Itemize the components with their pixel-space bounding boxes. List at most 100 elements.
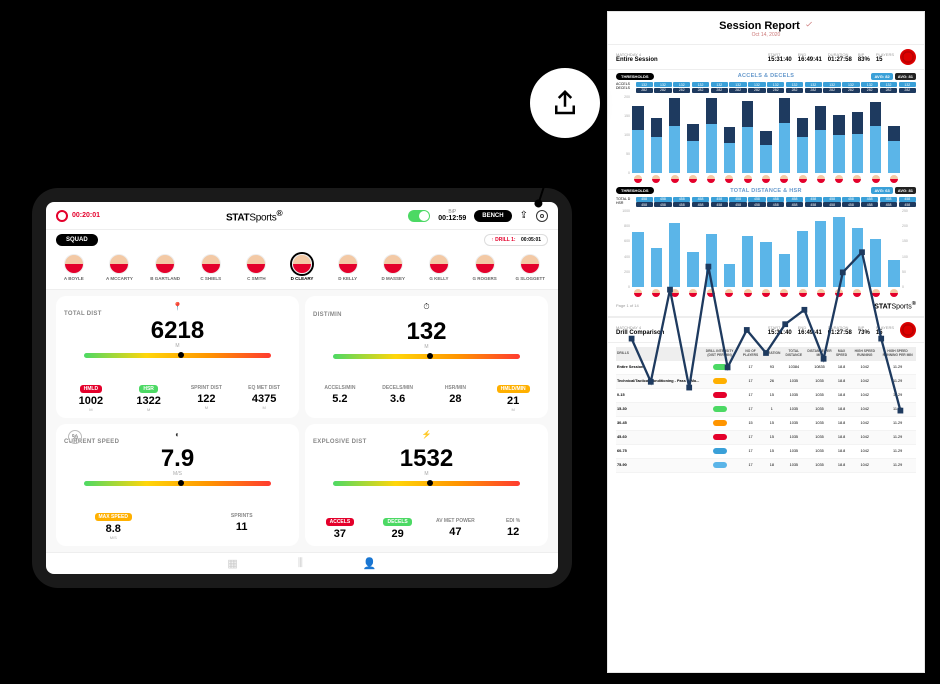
player-tile[interactable]: B GARTLAND (147, 254, 183, 281)
stat-cell: HMLD/MIN21M (486, 385, 540, 412)
bar (703, 95, 719, 183)
thresholds-pill[interactable]: THRESHOLDS (616, 73, 654, 80)
card-current-speed[interactable]: % ◐ CURRENT SPEED 7.9 M/S MAX SPEED8.8M/… (56, 424, 299, 546)
bar (831, 95, 847, 183)
player-tile[interactable]: C SMITH (239, 254, 275, 281)
bar (886, 95, 902, 183)
player-name: G ROGERS (467, 276, 503, 281)
table-row[interactable]: 60-7517151035103518.8104211.29 (616, 444, 916, 458)
tab-player-icon[interactable]: 👤 (363, 557, 377, 570)
tab-chart-icon[interactable]: ⫼ (298, 557, 303, 570)
player-avatar (383, 254, 403, 274)
bench-button[interactable]: BENCH (474, 210, 511, 222)
gauge (84, 481, 271, 486)
tab-squad-icon[interactable]: ▦ (227, 557, 237, 570)
player-avatar (429, 254, 449, 274)
tab-bar: ▦ ⫼ 👤 (46, 552, 558, 574)
player-strip: A BOYLE A MCCARTY B GARTLAND C SHIELS C SMIT… (46, 250, 558, 290)
bar (867, 209, 883, 297)
bar (867, 95, 883, 183)
bar (758, 209, 774, 297)
player-tile[interactable]: G KELLY (421, 254, 457, 281)
bar (685, 209, 701, 297)
player-avatar (155, 254, 175, 274)
player-avatar (292, 254, 312, 274)
stat-cell: EQ MET DIST4375M (237, 385, 291, 412)
table-row[interactable]: 45-6017151035103518.8104211.29 (616, 430, 916, 444)
card-total-dist[interactable]: 📍 TOTAL DIST 6218 M HMLD1002MHSR1322MSPR… (56, 296, 299, 418)
card-unit: M/S (64, 471, 291, 477)
bar (813, 95, 829, 183)
metric-grid: 📍 TOTAL DIST 6218 M HMLD1002MHSR1322MSPR… (46, 290, 558, 552)
gauge (333, 481, 520, 486)
player-avatar (64, 254, 84, 274)
player-name: C SHIELS (193, 276, 229, 281)
bar (667, 95, 683, 183)
card-dist-min[interactable]: ⏱ DIST/MIN 132 M ACCELS/MIN5.2DECELS/MIN… (305, 296, 548, 418)
player-avatar (246, 254, 266, 274)
player-name: G KELLY (421, 276, 457, 281)
drill-indicator[interactable]: ↑ DRILL 1: 00:05:01 (484, 234, 548, 246)
bar (703, 209, 719, 297)
player-avatar (475, 254, 495, 274)
drill-comparison-table: DRILLSDRILL INTENSITY (DIST PER MIN)NO O… (608, 343, 924, 476)
bar (831, 209, 847, 297)
statsports-logo: STATSports® (226, 208, 282, 223)
gauge (84, 353, 271, 358)
card-explosive[interactable]: ⚡ EXPLOSIVE DIST 1532 M ACCELS37DECELS29… (305, 424, 548, 546)
export-icon (550, 88, 580, 118)
player-name: A BOYLE (56, 276, 92, 281)
bar (794, 209, 810, 297)
ipad-device: 00:20:01 STATSports® BiP 00:12:59 BENCH … (32, 188, 572, 588)
stat-cell: EDI %12 (486, 518, 540, 540)
player-tile[interactable]: A MCCARTY (102, 254, 138, 281)
stat-cell: HSR1322M (122, 385, 176, 412)
bar (630, 95, 646, 183)
bar (758, 95, 774, 183)
table-row[interactable]: 30-4515151035103518.8104211.29 (616, 416, 916, 430)
player-tile[interactable]: A BOYLE (56, 254, 92, 281)
table-row[interactable]: 75-9017181035103518.8104211.29 (616, 458, 916, 472)
bar (813, 209, 829, 297)
bar (630, 209, 646, 297)
club-badge (900, 49, 916, 65)
bip-timer: BiP 00:12:59 (438, 210, 466, 222)
bar (849, 209, 865, 297)
bar (886, 209, 902, 297)
table-row[interactable]: 15-301711035103518.8104211.29 (616, 402, 916, 416)
player-tile[interactable]: D KELLY (330, 254, 366, 281)
bar (685, 95, 701, 183)
gauge (333, 354, 520, 359)
settings-icon[interactable] (536, 210, 548, 222)
report-title: Session Report (608, 20, 924, 32)
top-bar: 00:20:01 STATSports® BiP 00:12:59 BENCH … (46, 202, 558, 230)
live-toggle[interactable] (408, 210, 430, 222)
player-name: C SMITH (239, 276, 275, 281)
table-row[interactable]: Technical/Tactical Conditioning - Pass &… (616, 374, 916, 388)
session-report: Session Report Oct 14, 2020 MATCHDAY 4 E… (608, 12, 924, 672)
stat-cell: HMLD1002M (64, 385, 118, 412)
table-row[interactable]: Entire Session1793103841083518.8104211.2… (616, 361, 916, 375)
section-accels-decels: THRESHOLDS ACCELS & DECELS AVG: 82AVG: 8… (608, 70, 924, 82)
player-name: B GARTLAND (147, 276, 183, 281)
bar (721, 209, 737, 297)
player-name: D MASSEY (375, 276, 411, 281)
table-row[interactable]: 0-1517151035103518.8104211.29 (616, 388, 916, 402)
player-tile[interactable]: D CLEARY (284, 254, 320, 281)
player-tile[interactable]: D MASSEY (375, 254, 411, 281)
chart-distance-hsr: 10008006004002000 250200150100500 (608, 209, 924, 299)
player-tile[interactable]: C SHIELS (193, 254, 229, 281)
thresholds-pill[interactable]: THRESHOLDS (616, 187, 654, 194)
record-timer[interactable]: 00:20:01 (56, 210, 100, 222)
player-tile[interactable]: G ROGERS (467, 254, 503, 281)
squad-button[interactable]: SQUAD (56, 234, 98, 246)
chart-accels-decels: 200150100500 (608, 95, 924, 185)
share-callout[interactable] (530, 68, 600, 138)
share-icon[interactable]: ⇪ (520, 210, 528, 221)
player-name: A MCCARTY (102, 276, 138, 281)
pin-icon: 📍 (173, 302, 183, 311)
card-value: 6218 (64, 319, 291, 343)
bar (794, 95, 810, 183)
card-unit: M (64, 343, 291, 349)
player-tile[interactable]: G SLOGGETT (512, 254, 548, 281)
